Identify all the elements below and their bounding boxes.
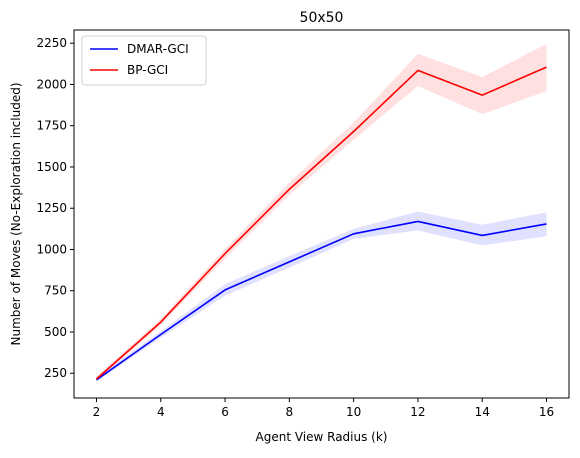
data-point-dmar-gci <box>546 223 548 225</box>
series-line-dmar-gci <box>96 220 547 381</box>
plot-frame <box>73 29 570 399</box>
x-tick-label: 6 <box>221 405 229 419</box>
confidence-bands <box>96 44 547 382</box>
x-axis-ticks: 2 4 6 8 10 12 14 16 <box>93 398 554 419</box>
data-point-bp-gci <box>160 321 162 323</box>
x-tick-label: 2 <box>93 405 101 419</box>
data-point-bp-gci <box>417 69 419 71</box>
series-lines <box>95 66 548 381</box>
x-axis-label: Agent View Radius (k) <box>256 430 388 444</box>
y-tick-label: 1500 <box>36 160 67 174</box>
y-tick-label: 1000 <box>36 242 67 256</box>
y-axis-ticks: 250 500 750 1000 1250 1500 1750 2000 2250 <box>36 36 74 380</box>
y-tick-label: 500 <box>44 325 67 339</box>
data-point-bp-gci <box>481 94 483 96</box>
data-point-dmar-gci <box>481 234 483 236</box>
y-tick-label: 1750 <box>36 119 67 133</box>
data-point-bp-gci <box>288 188 290 190</box>
x-tick-label: 16 <box>539 405 554 419</box>
data-point-dmar-gci <box>224 289 226 291</box>
y-axis-label: Number of Moves (No-Exploration included… <box>9 82 23 345</box>
data-point-dmar-gci <box>353 233 355 235</box>
legend-label: BP-GCI <box>127 63 168 77</box>
x-tick-label: 4 <box>157 405 165 419</box>
series-line-bp-gci <box>95 66 547 380</box>
data-point-dmar-gci <box>160 333 162 335</box>
legend: DMAR-GCI BP-GCI <box>81 35 207 86</box>
data-point-bp-gci <box>546 66 548 68</box>
band-dmar-gci <box>96 211 547 382</box>
x-tick-label: 10 <box>346 405 361 419</box>
y-tick-label: 2000 <box>36 77 67 91</box>
data-point-dmar-gci <box>417 220 419 222</box>
band-bp-gci <box>96 44 547 381</box>
legend-label: DMAR-GCI <box>127 42 189 56</box>
y-tick-label: 750 <box>44 284 67 298</box>
y-tick-label: 1250 <box>36 201 67 215</box>
x-tick-label: 12 <box>410 405 425 419</box>
x-tick-label: 8 <box>286 405 294 419</box>
y-tick-label: 250 <box>44 366 67 380</box>
data-point-bp-gci <box>353 130 355 132</box>
y-tick-label: 2250 <box>36 36 67 50</box>
data-point-bp-gci <box>96 378 98 380</box>
chart-title: 50x50 <box>300 10 344 26</box>
x-tick-label: 14 <box>475 405 490 419</box>
data-point-bp-gci <box>224 253 226 255</box>
data-point-dmar-gci <box>288 261 290 263</box>
